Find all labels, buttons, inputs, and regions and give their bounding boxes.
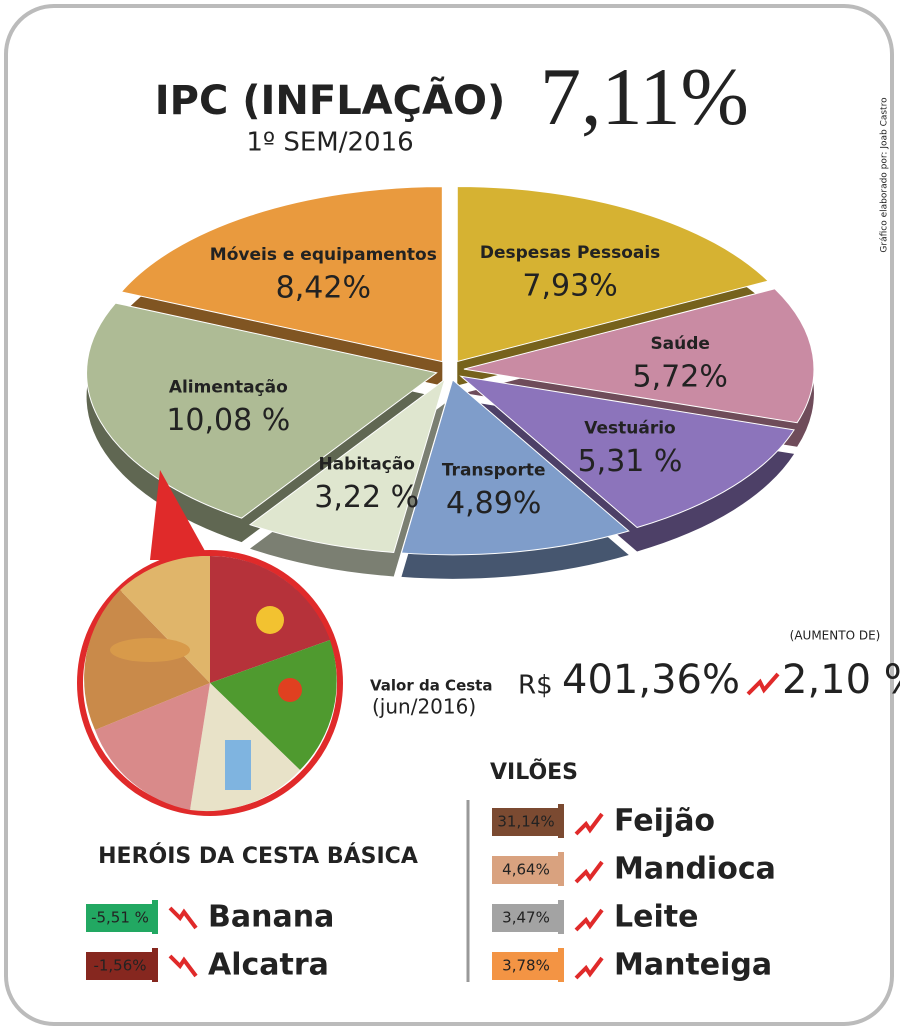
slice-value-label: 5,72%: [633, 360, 728, 395]
slice: [120, 186, 443, 363]
up-arrow: [574, 812, 604, 836]
badge: [492, 952, 562, 980]
chart-title: IPC (INFLAÇÃO): [155, 75, 506, 124]
badge: [492, 856, 562, 884]
slice-category: Vestuário: [584, 418, 675, 438]
slice-category: Móveis e equipamentos: [210, 245, 437, 265]
slice-category: Saúde: [650, 334, 710, 354]
cesta-date: (jun/2016): [372, 695, 476, 719]
slice-category: Alimentação: [169, 377, 288, 397]
food-shapes: [84, 555, 337, 812]
badge: [492, 808, 562, 836]
badge-tab: [558, 852, 564, 886]
headline: 7,11%: [540, 51, 749, 142]
slice: [86, 302, 438, 519]
slice-value-label: 8,42%: [276, 270, 371, 305]
badge-tab: [152, 948, 158, 982]
cesta-label: Valor da Cesta: [370, 677, 492, 695]
increase-arrow: [746, 672, 780, 696]
badge-label: 4,64%: [502, 861, 550, 879]
slice: [400, 378, 630, 556]
down-arrow: [168, 906, 198, 930]
badge: [492, 904, 562, 932]
callout-pointer: [150, 470, 210, 560]
slice-value-label: 3,22 %: [314, 480, 419, 515]
slice-value-label: 7,93%: [522, 268, 617, 303]
pie: Despesas Pessoais 7,93% Saúde 5,72% Vestuári…: [86, 185, 815, 579]
chart-subtitle: 1º SEM/2016: [246, 128, 413, 158]
item-name: Banana: [208, 900, 334, 935]
slice: [463, 288, 815, 424]
slice: [248, 378, 446, 553]
up-arrow: [574, 908, 604, 932]
badge-tab: [152, 900, 158, 934]
badge-label: 31,14%: [497, 813, 554, 831]
slice: [459, 375, 795, 529]
herois-title: HERÓIS DA CESTA BÁSICA: [98, 843, 418, 869]
badge-tab: [558, 804, 564, 838]
item-name: Mandioca: [614, 852, 776, 887]
slice-category: Despesas Pessoais: [480, 243, 660, 263]
increase-note: (AUMENTO DE): [790, 629, 881, 643]
badge: [86, 904, 156, 932]
badge-label: 3,78%: [502, 957, 550, 975]
item-name: Alcatra: [208, 948, 329, 983]
slice-value-label: 5,31 %: [578, 444, 683, 479]
item-name: Feijão: [614, 804, 715, 839]
increase-value: 2,10 %: [782, 657, 900, 703]
down-arrow: [168, 954, 198, 978]
badge-tab: [558, 900, 564, 934]
viloes-title: VILÕES: [490, 759, 578, 785]
badge-label: -1,56%: [93, 957, 146, 975]
cesta-currency: R$: [518, 671, 553, 701]
slice: [456, 185, 770, 363]
credit: Gráfico elaborado por: Joab Castro: [880, 97, 890, 253]
cesta-value: 401,36%: [562, 657, 740, 703]
slice-category: Habitação: [318, 455, 415, 475]
slice-value-label: 4,89%: [446, 486, 541, 521]
badge-label: -5,51 %: [91, 909, 149, 927]
slice-category: Transporte: [442, 460, 546, 480]
up-arrow: [574, 956, 604, 980]
badge-tab: [558, 948, 564, 982]
badge: [86, 952, 156, 980]
badge-label: 3,47%: [502, 909, 550, 927]
item-name: Manteiga: [614, 948, 772, 983]
item-name: Leite: [614, 900, 698, 935]
up-arrow: [574, 860, 604, 884]
slice-value-label: 10,08 %: [166, 403, 290, 438]
